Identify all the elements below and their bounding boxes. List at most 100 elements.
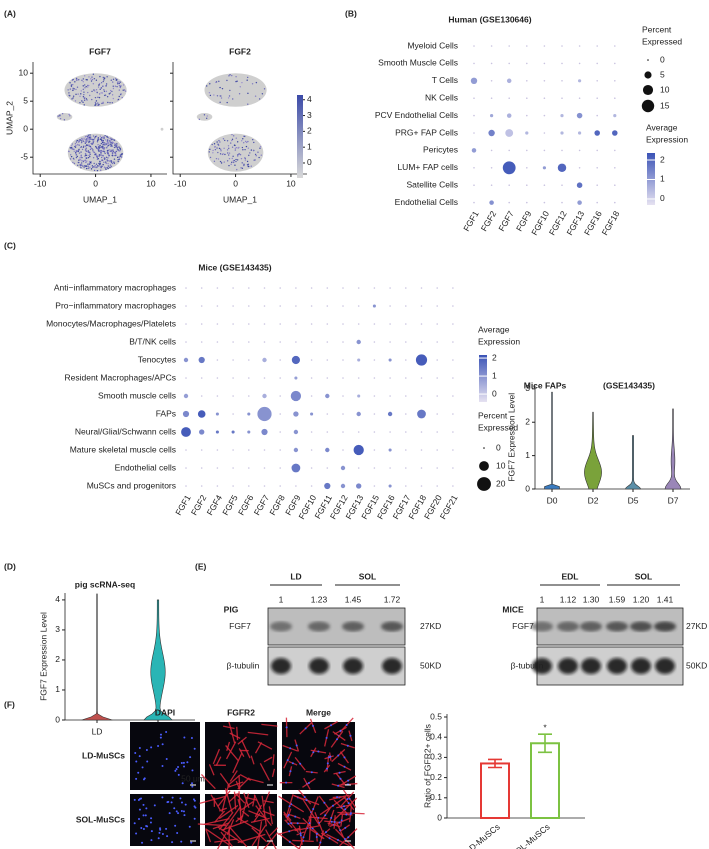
expressing-cell	[211, 143, 213, 146]
dot	[263, 485, 266, 487]
expressing-cell	[110, 142, 112, 144]
dotplot-title: Human (GSE130646)	[448, 14, 531, 24]
dot	[357, 323, 360, 325]
dot	[216, 467, 219, 469]
dot	[257, 406, 272, 422]
expressing-cell	[104, 134, 106, 137]
dot	[405, 287, 407, 289]
size-legend-title: Percent	[478, 410, 508, 420]
nucleus	[328, 837, 331, 840]
expressing-cell	[251, 83, 254, 85]
dot	[185, 305, 187, 307]
expressing-cell	[85, 154, 88, 157]
dot	[326, 323, 329, 325]
violin	[624, 435, 642, 490]
expressing-cell	[229, 142, 232, 144]
dot	[342, 305, 344, 307]
expressing-cell	[226, 101, 228, 104]
expressing-cell	[105, 83, 108, 85]
expressing-cell	[72, 89, 74, 92]
cell-stain	[214, 810, 226, 823]
dot	[310, 412, 314, 416]
expressing-cell	[107, 165, 110, 167]
dot	[326, 413, 329, 415]
x-tick-label: 10	[146, 178, 156, 188]
expressing-cell	[231, 146, 234, 148]
cell-stain	[250, 755, 255, 765]
expressing-cell	[116, 148, 119, 150]
dot	[279, 467, 282, 469]
expressing-cell	[87, 167, 90, 170]
expressing-cell	[83, 137, 85, 139]
expressing-cell	[236, 159, 239, 161]
nucleus	[317, 750, 320, 753]
expressing-cell	[74, 143, 77, 145]
colorbar-label: 2	[660, 154, 665, 164]
expressing-cell	[95, 154, 97, 156]
cell-stain	[200, 774, 216, 790]
expressing-cell	[244, 159, 247, 161]
cell-stain	[219, 807, 228, 812]
expressing-cell	[235, 80, 237, 83]
nucleus	[141, 841, 144, 844]
row-label: LUM+ FAP cells	[397, 162, 458, 172]
dot	[543, 201, 546, 204]
dot	[389, 395, 391, 397]
bar	[480, 762, 510, 820]
expressing-cell	[227, 97, 230, 99]
cell-stain	[253, 794, 262, 810]
channel-label: Merge	[306, 707, 331, 717]
cell-stain	[217, 790, 231, 807]
nucleus	[315, 836, 318, 839]
expressing-cell	[92, 73, 95, 75]
dot	[183, 357, 189, 363]
dot	[215, 430, 219, 434]
expressing-cell	[213, 94, 215, 96]
size-legend-title: Percent	[642, 24, 672, 34]
dot	[405, 467, 407, 469]
expressing-cell	[112, 81, 114, 83]
dot	[373, 449, 376, 451]
expressing-cell	[87, 86, 89, 88]
expressing-cell	[98, 84, 100, 86]
expressing-cell	[238, 93, 241, 95]
expressing-cell	[106, 139, 109, 141]
dot	[452, 395, 454, 397]
cell-stain	[250, 817, 270, 824]
expressing-cell	[243, 164, 245, 167]
nucleus	[343, 756, 346, 759]
dot	[578, 167, 581, 169]
cell-stain	[204, 817, 230, 825]
row-label: Myeloid Cells	[407, 40, 458, 50]
expressing-cell	[258, 156, 260, 159]
dot	[185, 467, 187, 469]
dot	[373, 359, 376, 361]
dot	[578, 131, 582, 135]
dot	[420, 341, 423, 343]
dot	[232, 287, 234, 289]
expressing-cell	[247, 140, 249, 143]
expressing-cell	[239, 86, 241, 88]
dot	[324, 482, 331, 490]
expressing-cell	[106, 147, 108, 149]
colorbar-label: 3	[307, 110, 312, 120]
x-tick-label: LD	[92, 726, 103, 736]
dot	[490, 80, 493, 82]
expressing-cell	[100, 150, 103, 152]
nucleus	[137, 817, 140, 820]
dot	[310, 323, 313, 325]
dot	[261, 428, 268, 436]
expressing-cell	[88, 138, 91, 140]
expressing-cell	[74, 152, 77, 154]
dot	[181, 427, 191, 437]
y-tick-label: 0.2	[430, 772, 442, 782]
dot	[436, 287, 439, 289]
expressing-cell	[81, 100, 83, 102]
expressing-cell	[248, 154, 250, 157]
expressing-cell	[102, 102, 104, 104]
nucleus	[142, 814, 145, 817]
dot	[508, 149, 511, 152]
band-ratio: 1.20	[633, 594, 650, 604]
cell-stain	[263, 756, 273, 763]
expressing-cell	[75, 154, 77, 156]
